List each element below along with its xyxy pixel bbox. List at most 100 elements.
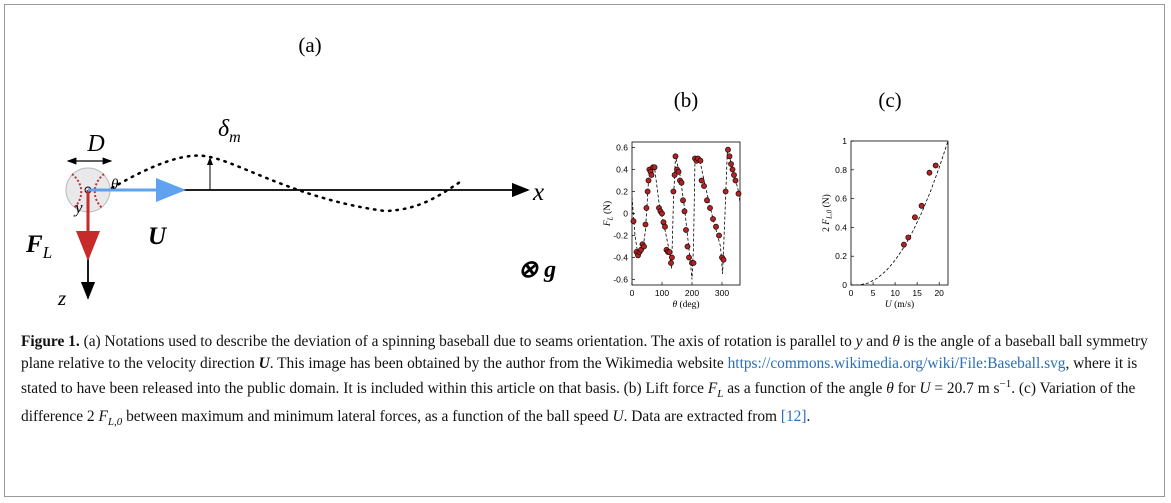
data-point	[732, 177, 739, 184]
data-point	[713, 223, 719, 230]
y-tick-label: 1	[842, 136, 847, 146]
x-axis-label: U (m/s)	[885, 299, 914, 310]
panel-label: (a)	[298, 33, 321, 57]
data-point	[681, 208, 688, 215]
deviation-subscript: m	[229, 129, 241, 146]
velocity-label: U	[148, 223, 168, 250]
data-point	[686, 254, 692, 261]
caption: Figure 1. (a) Notations used to describe…	[21, 331, 1153, 433]
caption-text: L	[717, 388, 724, 401]
x-axis-label: θ (deg)	[672, 299, 699, 310]
x-tick-label: 5	[871, 288, 876, 298]
y-tick-label: 0.6	[616, 143, 628, 153]
caption-text: y	[855, 333, 863, 350]
data-point	[926, 169, 933, 176]
data-point	[642, 221, 649, 228]
x-tick-label: 100	[655, 288, 669, 298]
y-tick-label: 0.6	[835, 194, 847, 204]
caption-text: between maximum and minimum lateral forc…	[122, 407, 613, 425]
label-part: (N)	[602, 201, 613, 217]
data-point	[912, 214, 918, 221]
caption-text: is the angle of a baseball ball symmetry…	[21, 333, 1148, 372]
caption-text: for	[893, 380, 920, 398]
y-tick-label: 0.4	[835, 222, 847, 232]
x-tick-label: 0	[849, 288, 854, 298]
y-axis-label: FL (N)	[602, 201, 615, 227]
y-tick-label: -0.6	[613, 275, 628, 285]
y-tick-label: 0.2	[616, 187, 628, 197]
data-point	[671, 172, 678, 178]
caption-text: (a) Notations used to describe the devia…	[79, 333, 856, 350]
data-point	[651, 164, 658, 171]
data-point	[670, 188, 677, 195]
plot-frame	[850, 140, 949, 286]
label-part: U	[885, 300, 893, 310]
label-part: θ	[672, 300, 677, 310]
y-tick-label: 0.8	[835, 165, 847, 175]
caption-text: L,0	[107, 415, 123, 428]
caption-text: −1	[999, 378, 1012, 390]
y-tick-label: 0.2	[835, 251, 847, 261]
x-tick-label: 15	[912, 288, 922, 298]
caption-link[interactable]: https://commons.wikimedia.org/wiki/File:…	[727, 354, 1066, 372]
y-tick-label: 0.4	[616, 165, 628, 175]
panel-label: (b)	[674, 88, 699, 112]
caption-text: .	[806, 407, 811, 425]
data-point	[669, 254, 675, 261]
data-point	[675, 168, 682, 175]
data-point	[905, 234, 912, 241]
data-point	[728, 161, 734, 167]
label-part: F	[603, 220, 613, 227]
data-point	[720, 256, 727, 263]
caption-text: . (c) Variation of the difference 2	[21, 380, 1136, 425]
trajectory	[110, 154, 462, 213]
data-point	[697, 157, 704, 164]
data-point	[701, 183, 707, 189]
label-part: F	[822, 219, 832, 226]
data-point	[662, 223, 668, 230]
label-part: (deg)	[677, 299, 699, 310]
data-point	[698, 177, 705, 184]
gravity-label: ⊗ g	[518, 257, 556, 283]
lift-subscript: L	[42, 243, 52, 262]
deviation-symbol: δ	[218, 116, 230, 142]
diameter-label: D	[86, 131, 104, 157]
label-part: L	[607, 216, 615, 221]
data-point	[659, 210, 665, 217]
caption-text: F	[98, 407, 108, 425]
x-tick-label: 200	[685, 288, 699, 298]
y-axis-label: 2 FL,0 (N)	[821, 194, 834, 232]
data-point	[690, 260, 697, 266]
z-label: z	[57, 286, 66, 310]
data-point	[918, 202, 925, 209]
data-point	[643, 205, 650, 211]
data-point	[901, 241, 907, 248]
data-point	[684, 243, 691, 250]
figure-frame	[4, 4, 1165, 497]
label-part: (m/s)	[892, 299, 914, 310]
data-point	[729, 166, 736, 173]
lift-symbol: F	[25, 231, 43, 258]
caption-text: , where it is stated to have been releas…	[21, 354, 1138, 398]
fit-line	[851, 141, 948, 285]
x-tick-label: 300	[715, 288, 729, 298]
caption-text: and	[862, 333, 893, 350]
data-point	[932, 162, 939, 169]
data-point	[678, 179, 685, 186]
caption-link[interactable]: [12]	[780, 407, 807, 425]
data-point	[707, 205, 713, 211]
data-point	[648, 172, 655, 178]
label-part: L,0	[826, 209, 834, 220]
data-point	[666, 249, 673, 255]
data-point	[683, 227, 689, 233]
x-label: x	[532, 179, 544, 206]
x-tick-label: 0	[630, 288, 635, 298]
label-part: 2	[822, 225, 832, 232]
data-point	[630, 218, 637, 225]
data-point	[716, 232, 722, 239]
deviation-label: δm	[218, 116, 241, 146]
caption-text: θ	[892, 333, 900, 350]
data-point	[641, 243, 647, 250]
data-point	[735, 190, 742, 197]
caption-text: = 20.7 m s	[930, 380, 1000, 398]
